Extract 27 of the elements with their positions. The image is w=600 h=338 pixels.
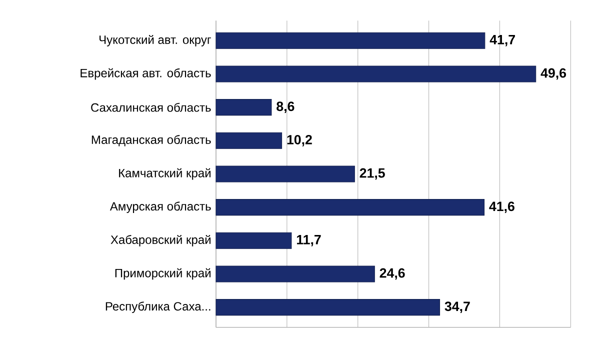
y-tick-label: Сахалинская область — [91, 102, 211, 112]
bar — [216, 32, 486, 49]
y-tick-label: Хабаровский край — [110, 234, 210, 246]
bar — [216, 199, 485, 216]
bar — [216, 132, 282, 149]
bar — [216, 66, 536, 82]
y-tick-label: Республика Саха... — [106, 302, 210, 313]
y-tick-label: Магаданская область — [92, 135, 211, 146]
data-label: 8,6 — [276, 102, 294, 114]
data-label: 41,6 — [489, 202, 514, 214]
bar — [216, 99, 272, 116]
data-label: 21,5 — [360, 168, 385, 180]
y-tick-label: Чукотский авт. округ — [100, 34, 211, 46]
bar — [216, 166, 355, 182]
bar — [216, 232, 292, 249]
y-tick-label: Приморский край — [115, 268, 210, 280]
data-label: 10,2 — [287, 134, 312, 146]
data-label: 11,7 — [296, 235, 321, 246]
y-tick-label: Еврейская авт. область — [80, 68, 211, 80]
data-label: 49,6 — [540, 68, 566, 80]
y-tick-label: Камчатский край — [119, 168, 210, 180]
data-label: 41,7 — [490, 35, 515, 46]
y-tick-label: Амурская область — [110, 202, 211, 213]
data-label: 34,7 — [444, 302, 470, 314]
bar — [216, 266, 375, 282]
data-label: 24,6 — [380, 268, 405, 280]
bar — [216, 299, 440, 316]
